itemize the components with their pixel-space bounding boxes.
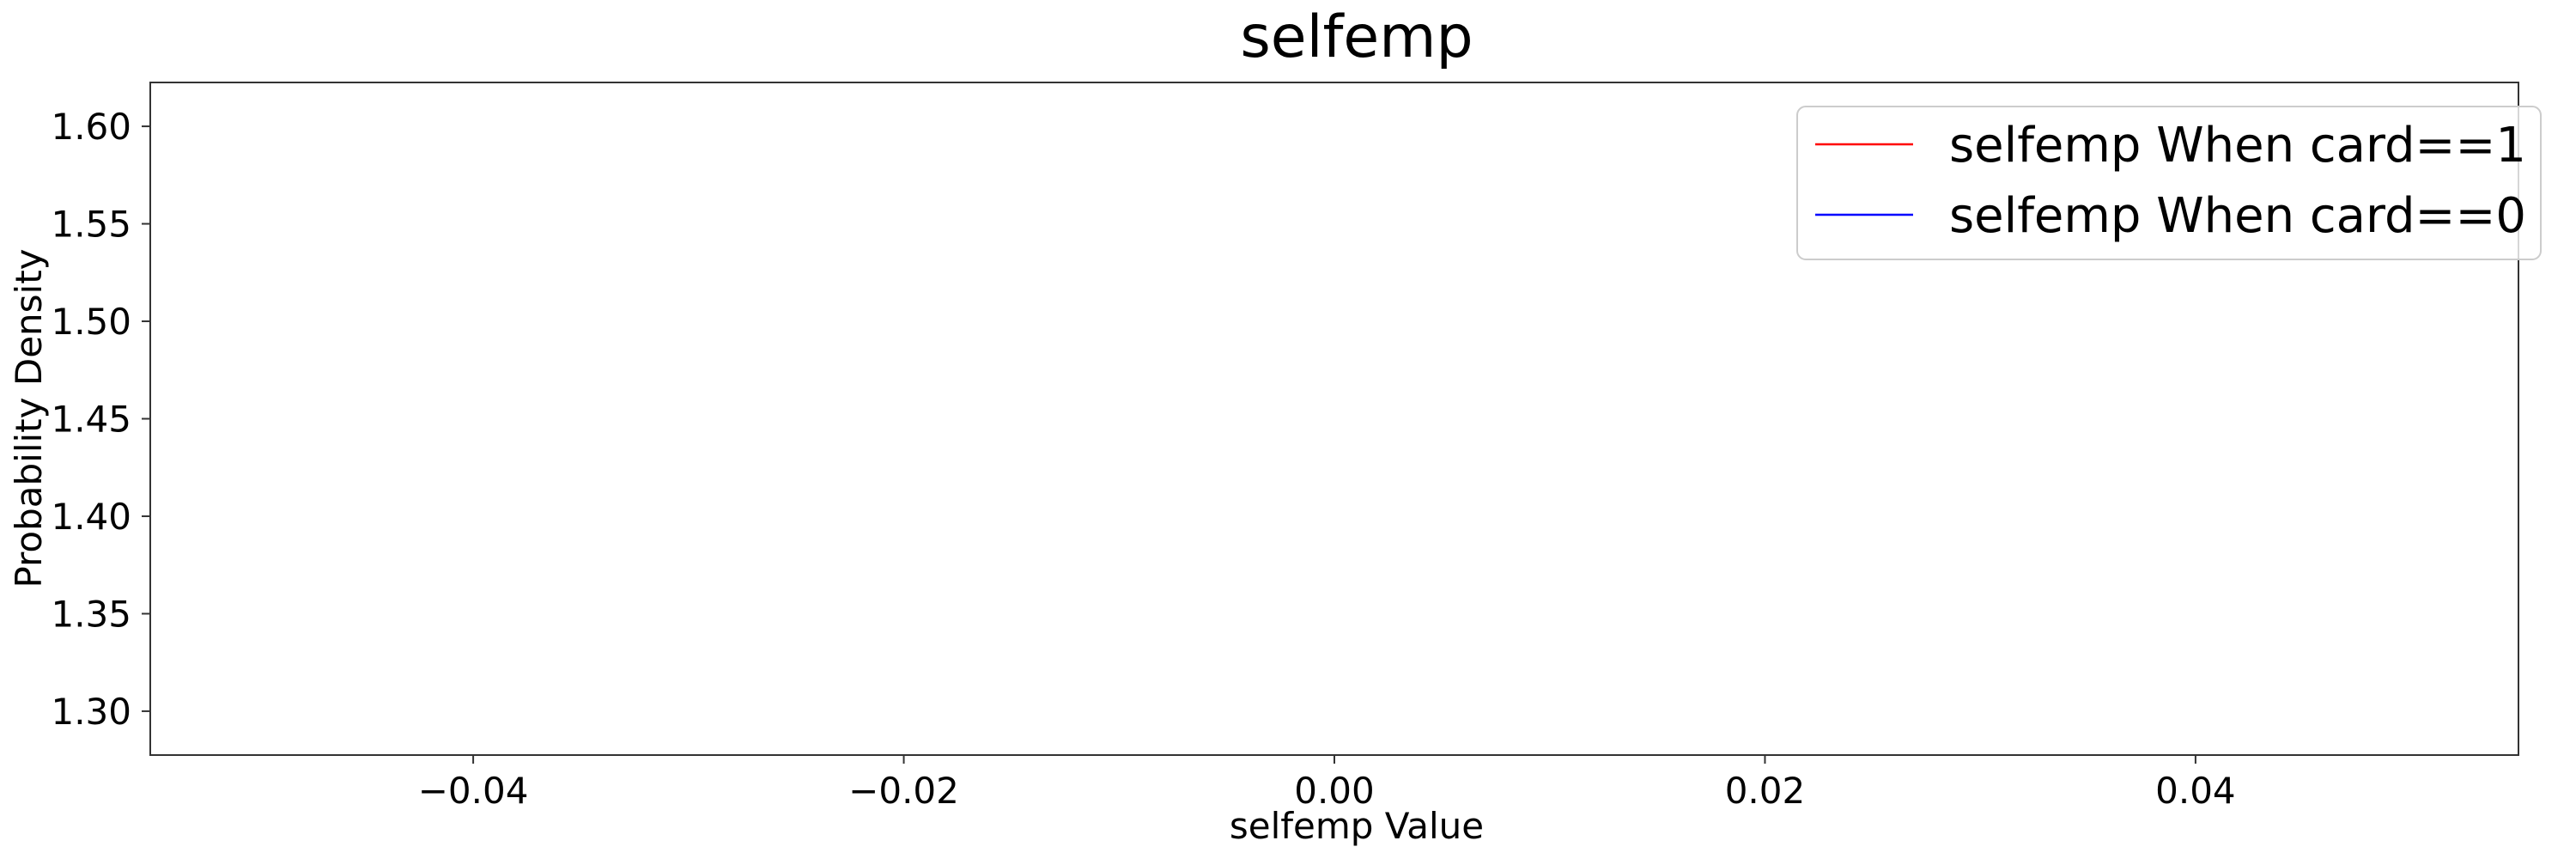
y-axis-label: Probability Density [8, 248, 50, 588]
y-axis-ticks: 1.30 1.35 1.40 1.45 1.50 1.55 1.60 [51, 106, 150, 733]
x-tick-label: 0.02 [1725, 770, 1806, 812]
legend: selfemp When card==1 selfemp When card==… [1796, 106, 2542, 260]
x-tick-label: 0.04 [2155, 770, 2236, 812]
x-tick-label: −0.02 [848, 770, 959, 812]
legend-box [1796, 106, 2542, 260]
y-tick-label: 1.60 [51, 106, 131, 148]
y-tick-label: 1.30 [51, 691, 131, 733]
x-tick-label: −0.04 [418, 770, 529, 812]
x-axis-ticks: −0.04 −0.02 0.00 0.02 0.04 [418, 755, 2236, 812]
chart-title: selfemp [1240, 3, 1473, 71]
legend-label-card-0: selfemp When card==0 [1949, 188, 2526, 244]
legend-label-card-1: selfemp When card==1 [1949, 118, 2526, 174]
y-tick-label: 1.45 [51, 399, 131, 441]
y-tick-label: 1.55 [51, 204, 131, 246]
x-tick-label: 0.00 [1294, 770, 1375, 812]
y-tick-label: 1.40 [51, 496, 131, 538]
y-tick-label: 1.50 [51, 301, 131, 343]
y-tick-label: 1.35 [51, 593, 131, 635]
x-axis-label: selfemp Value [1230, 805, 1484, 847]
